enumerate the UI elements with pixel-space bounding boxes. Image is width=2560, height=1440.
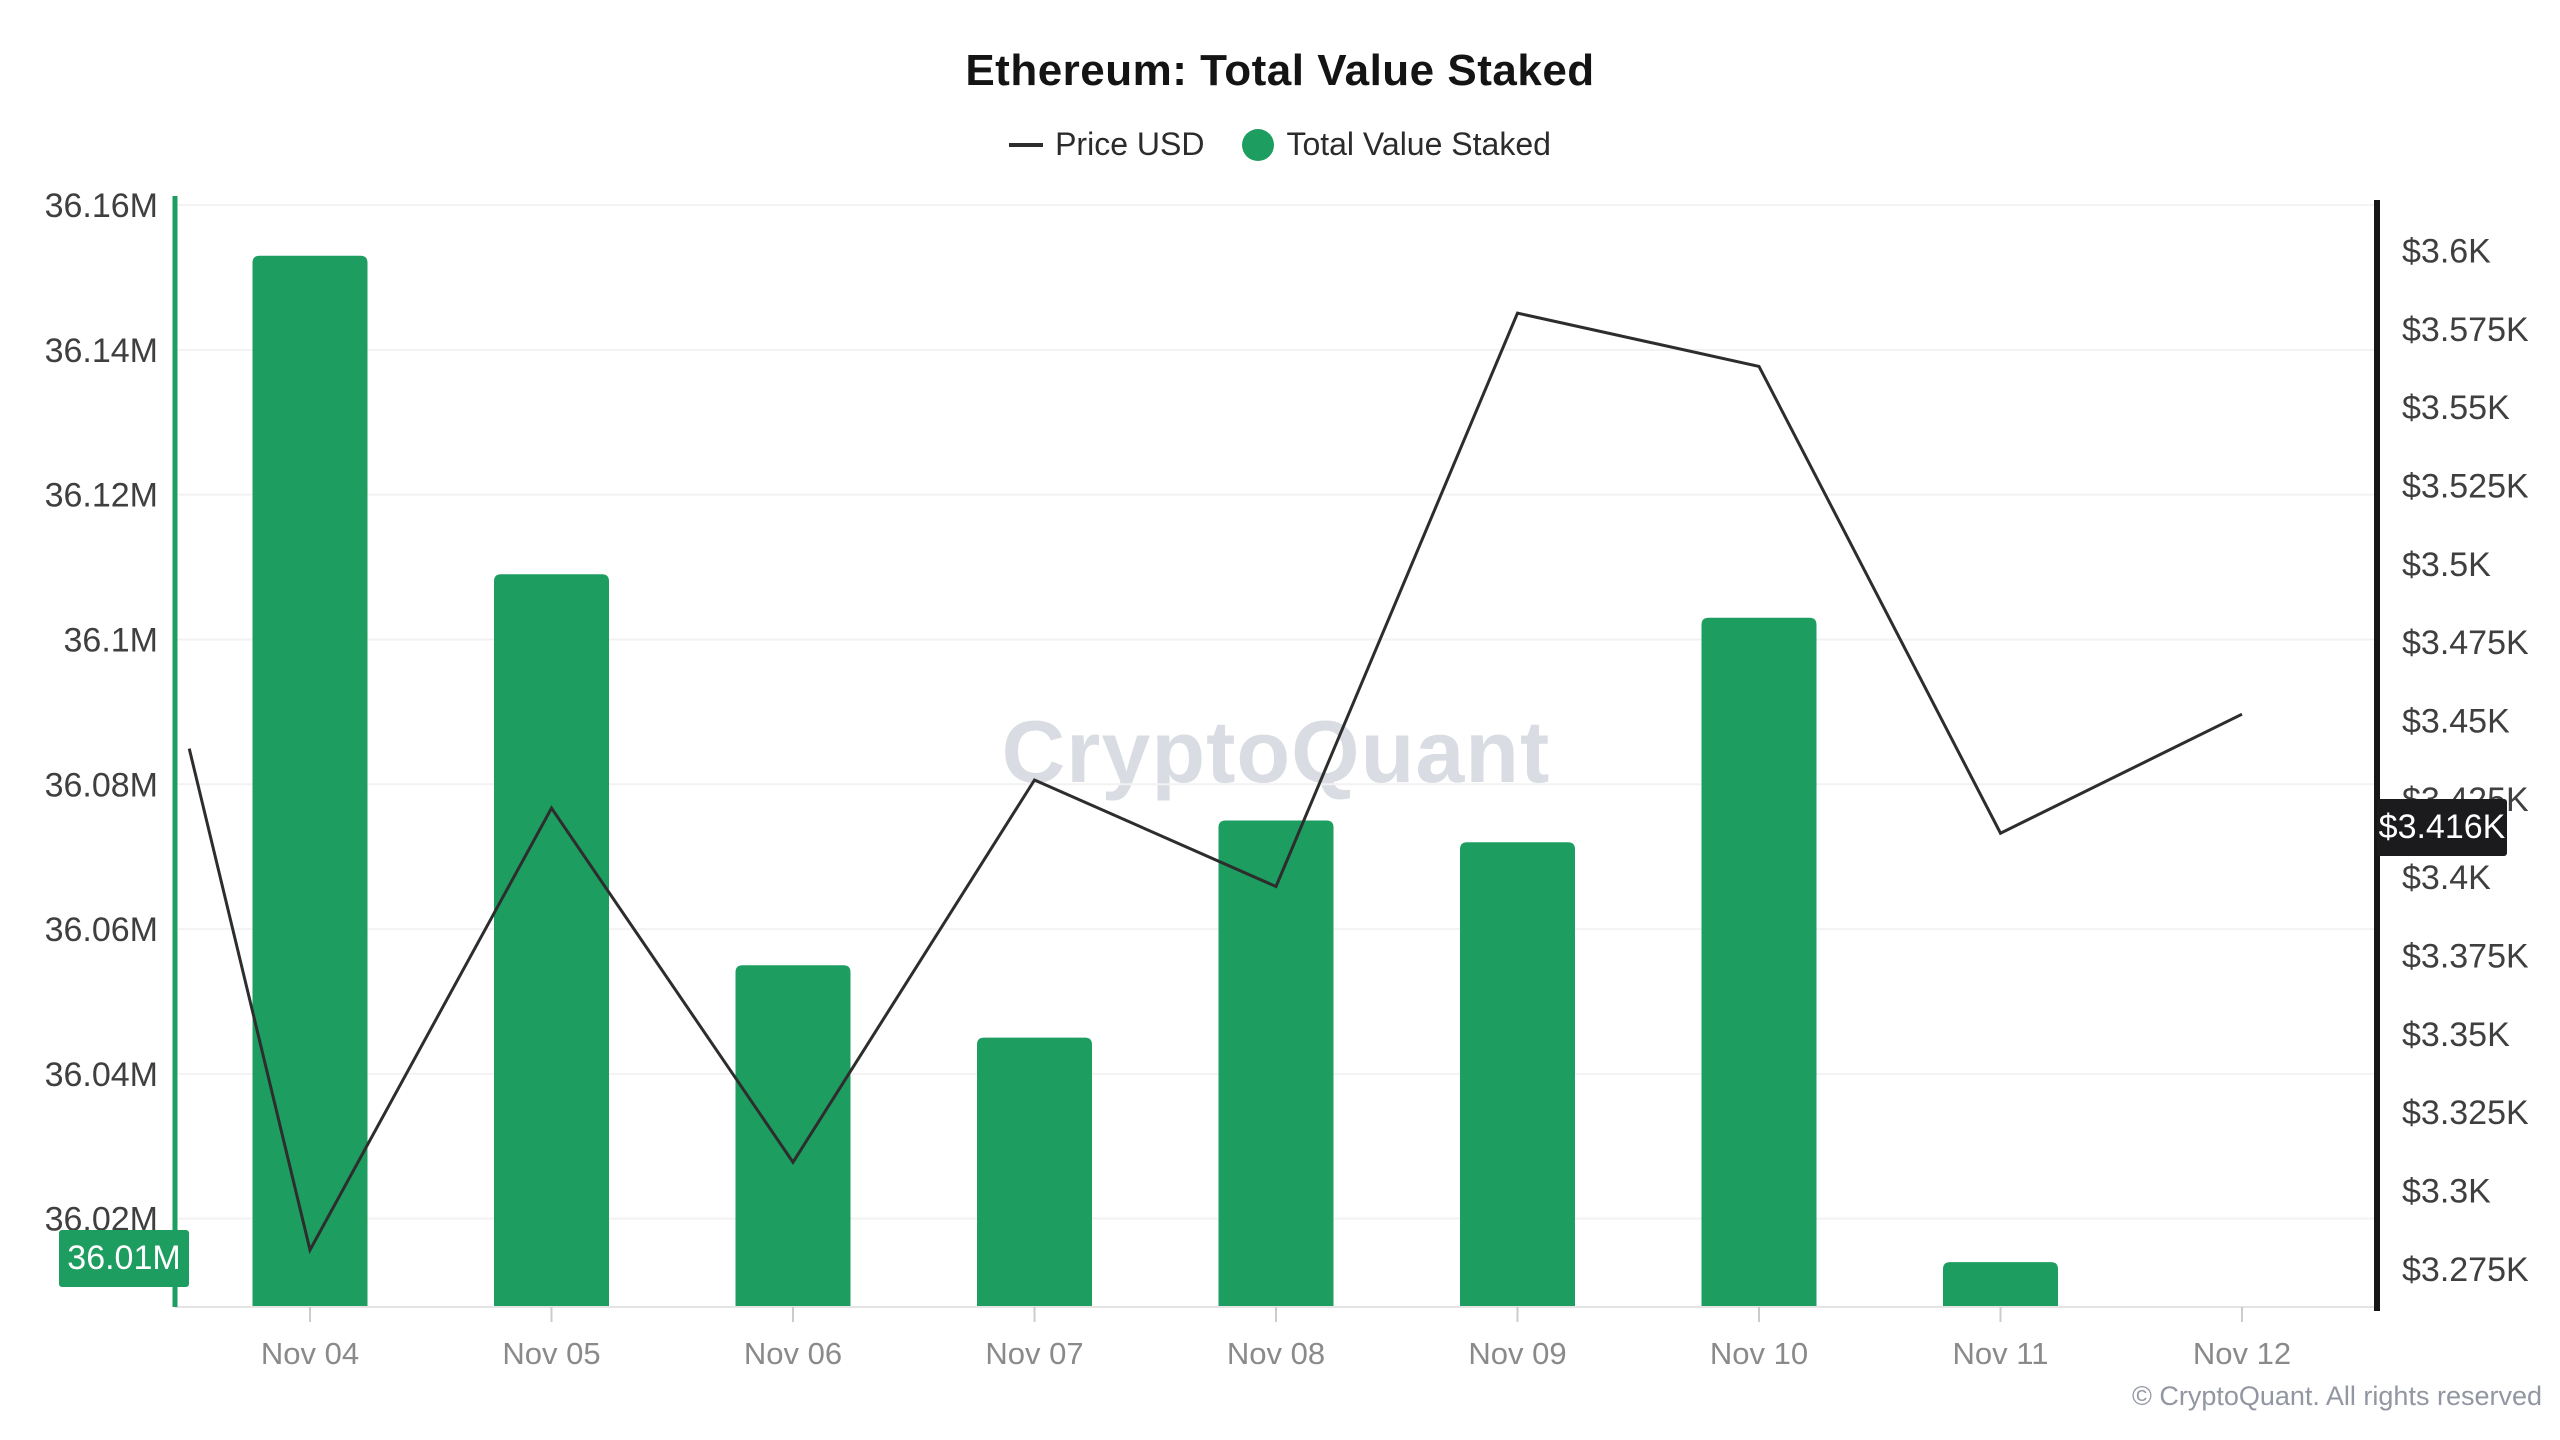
x-axis-label: Nov 09	[1468, 1336, 1566, 1371]
legend-item-total-value-staked[interactable]: Total Value Staked	[1242, 126, 1551, 163]
bar-nov-11[interactable]	[1943, 1262, 2058, 1307]
bar-nov-08[interactable]	[1218, 820, 1334, 1307]
y-axis-label-left: 36.04M	[45, 1056, 158, 1094]
y-axis-label-left: 36.06M	[45, 911, 158, 949]
y-axis-label-right: $3.525K	[2402, 467, 2529, 505]
legend-label: Total Value Staked	[1286, 126, 1551, 162]
y-axis-label-left: 36.16M	[45, 187, 158, 225]
y-axis-label-right: $3.4K	[2402, 859, 2491, 897]
y-axis-label-left: 36.08M	[45, 766, 158, 804]
x-axis-label: Nov 11	[1953, 1336, 2049, 1371]
y-axis-label-left: 36.12M	[45, 477, 158, 515]
y-axis-label-right: $3.3K	[2402, 1172, 2491, 1210]
x-axis-label: Nov 04	[261, 1336, 359, 1371]
y-axis-label-right: $3.575K	[2402, 311, 2529, 349]
bar-nov-06[interactable]	[735, 965, 851, 1307]
line-swatch-icon	[1009, 142, 1044, 147]
y-axis-label-right: $3.35K	[2402, 1016, 2510, 1054]
x-axis-label: Nov 05	[502, 1336, 600, 1371]
legend-label: Price USD	[1055, 126, 1205, 162]
x-axis-label: Nov 06	[744, 1336, 842, 1371]
bar-nov-04[interactable]	[252, 255, 368, 1308]
dot-swatch-icon	[1242, 128, 1275, 161]
x-axis-label: Nov 12	[2193, 1336, 2291, 1371]
y-axis-label-right: $3.6K	[2402, 232, 2491, 270]
y-axis-label-left: 36.14M	[45, 332, 158, 370]
y-axis-label-right: $3.325K	[2402, 1094, 2529, 1132]
x-axis-label: Nov 10	[1710, 1336, 1808, 1371]
y-axis-label-left: 36.1M	[64, 621, 159, 659]
price-last-value-badge: $3.416K	[2377, 798, 2507, 856]
x-axis-label: Nov 08	[1227, 1336, 1325, 1371]
y-axis-label-right: $3.45K	[2402, 702, 2510, 740]
bar-nov-10[interactable]	[1701, 617, 1817, 1307]
bar-nov-09[interactable]	[1460, 842, 1575, 1307]
y-axis-label-right: $3.275K	[2402, 1251, 2529, 1289]
x-axis-label: Nov 07	[985, 1336, 1083, 1371]
bar-nov-05[interactable]	[494, 574, 609, 1307]
copyright-notice: © CryptoQuant. All rights reserved	[2131, 1381, 2542, 1411]
legend-item-price-usd[interactable]: Price USD	[1009, 126, 1204, 163]
price-line[interactable]	[187, 311, 2243, 1255]
bar-nov-07[interactable]	[977, 1037, 1092, 1307]
chart-legend: Price USD Total Value Staked	[0, 126, 2560, 163]
staked-last-value-badge: 36.01M	[59, 1230, 189, 1288]
y-axis-label-right: $3.55K	[2402, 389, 2510, 427]
chart-title: Ethereum: Total Value Staked	[965, 46, 1595, 95]
y-axis-label-right: $3.375K	[2402, 937, 2529, 975]
y-axis-label-right: $3.5K	[2402, 546, 2491, 584]
y-axis-label-right: $3.475K	[2402, 624, 2529, 662]
